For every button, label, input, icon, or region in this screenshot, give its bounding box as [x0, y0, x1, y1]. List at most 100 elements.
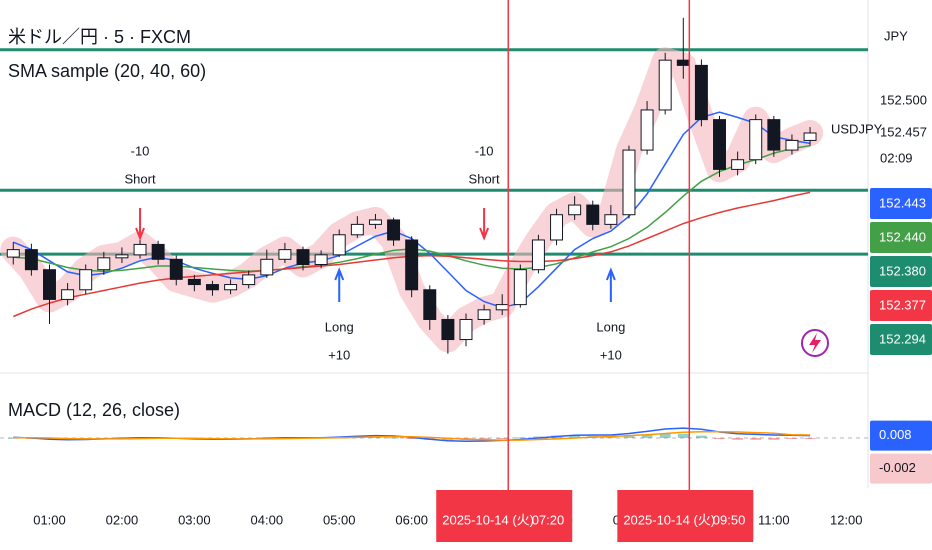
- macd-histogram: [478, 438, 490, 440]
- candle-body: [513, 269, 527, 306]
- candle-body: [79, 269, 93, 291]
- price-label: 152.443: [879, 195, 926, 210]
- macd-histogram: [750, 438, 762, 440]
- icon-bolt: [809, 333, 821, 353]
- candle-body: [350, 223, 364, 236]
- candle-body: [586, 204, 600, 225]
- signal-qty: -10: [131, 143, 150, 158]
- candle-body: [242, 274, 256, 286]
- candle-body: [260, 258, 274, 276]
- price-label-bg: [870, 324, 932, 355]
- y-tick-label: 152.500: [880, 92, 927, 107]
- x-tick-label: 11:00: [758, 512, 790, 527]
- candle-body: [477, 309, 491, 320]
- candle-body: [405, 239, 419, 291]
- macd-histogram: [695, 435, 707, 438]
- candle-body: [676, 59, 690, 66]
- signal-arrow: [479, 208, 490, 241]
- macd-histogram: [623, 435, 635, 438]
- candle-body: [694, 64, 708, 121]
- candle-body: [278, 249, 292, 260]
- price-label-bg: [870, 290, 932, 321]
- macd-histogram: [388, 437, 399, 439]
- marker-label-bg: [436, 490, 573, 542]
- candle-body: [169, 258, 183, 280]
- price-axis: 152.500 152.457 152.443 152.440 152.380 152.3…: [870, 92, 932, 484]
- macd-histogram: [804, 438, 816, 439]
- candle-body: [6, 249, 20, 258]
- x-tick-label: 06:00: [395, 512, 428, 527]
- candle-body: [187, 278, 201, 286]
- signal-label: Short: [469, 171, 500, 186]
- candle-body: [459, 318, 473, 341]
- candle-body: [151, 243, 165, 260]
- signal-arrow: [135, 208, 145, 241]
- candle-body: [24, 249, 38, 271]
- candle-body: [332, 234, 346, 256]
- macd-histogram: [641, 434, 653, 438]
- macd-histogram: [569, 435, 581, 438]
- currency-label: JPY: [884, 28, 908, 43]
- candle-body: [658, 59, 672, 111]
- price-label: 152.380: [879, 263, 926, 278]
- marker-time: 07:20: [532, 512, 565, 527]
- macd-label: 0.008: [879, 427, 912, 442]
- chart-title: 米ドル／円 · 5 · FXCM: [8, 27, 191, 47]
- candle-body: [43, 269, 56, 300]
- signal-arrow: [605, 267, 616, 302]
- candle-body: [495, 304, 509, 311]
- marker-time: 09:50: [713, 512, 746, 527]
- x-tick-label: 12:00: [830, 512, 863, 527]
- price-label: 152.440: [879, 229, 926, 244]
- marker-label-bg: [617, 490, 754, 542]
- candle-body: [622, 149, 636, 216]
- signal-label: Short: [124, 171, 155, 186]
- candle-body: [640, 109, 654, 151]
- candle-body: [224, 284, 238, 291]
- macd-histogram: [677, 433, 689, 438]
- x-tick-label: 04:00: [251, 512, 284, 527]
- candle-body: [803, 132, 817, 141]
- macd-histogram: [406, 438, 418, 439]
- candle-body: [368, 219, 382, 225]
- candle-body: [785, 139, 799, 151]
- candle-body: [731, 159, 745, 170]
- macd-label-bg: [870, 420, 932, 451]
- candle-body: [550, 214, 564, 241]
- signal-label: Long: [325, 319, 354, 334]
- x-tick-label: 03:00: [178, 512, 211, 527]
- candle-body: [97, 257, 111, 271]
- macd-title: MACD (12, 26, close): [8, 400, 180, 420]
- candle-body: [604, 214, 618, 225]
- x-tick-label: 02:00: [106, 512, 139, 527]
- x-tick-label: 05:00: [323, 512, 356, 527]
- signal-label: Long: [596, 319, 625, 334]
- x-tick-label: 01:00: [33, 512, 66, 527]
- candle-body: [314, 254, 328, 265]
- signal-qty: +10: [600, 347, 622, 362]
- symbol-label: USDJPY: [831, 121, 883, 136]
- macd-histogram: [732, 438, 744, 440]
- price-label-bg: [870, 222, 932, 253]
- candle-body: [749, 119, 763, 161]
- candle-body: [531, 239, 545, 271]
- macd-histogram: [768, 438, 780, 440]
- candle-body: [568, 204, 582, 216]
- price-label: 152.377: [879, 297, 926, 312]
- candle-body: [423, 289, 437, 320]
- alert-icon[interactable]: [801, 329, 829, 357]
- macd-histogram: [714, 438, 725, 439]
- signal-qty: -10: [475, 143, 494, 158]
- countdown: 02:09: [880, 150, 913, 165]
- macd-line: [13, 430, 811, 441]
- candle-body: [713, 119, 726, 170]
- candle-body: [205, 284, 219, 291]
- candle-body: [767, 119, 781, 151]
- candle-body: [387, 219, 401, 241]
- candle-body: [115, 254, 129, 259]
- macd-histogram: [786, 438, 798, 439]
- signal-arrow: [334, 267, 345, 302]
- signal-qty: +10: [328, 347, 350, 362]
